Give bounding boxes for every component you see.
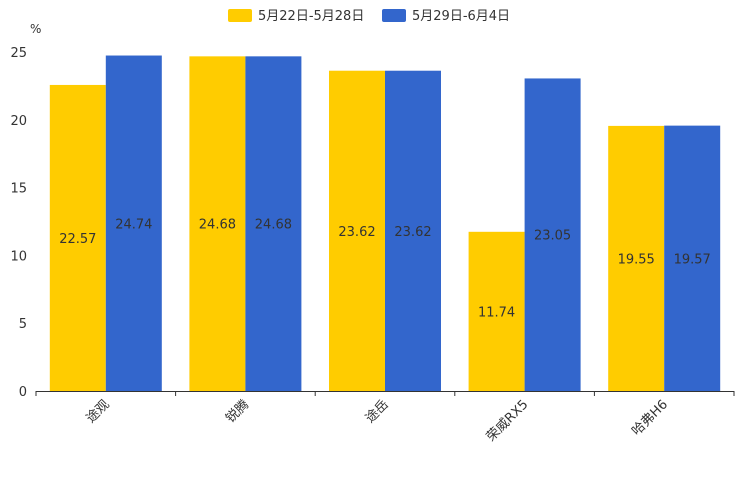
data-label: 11.74 [478,305,515,320]
x-category-label: 荣威RX5 [484,397,532,445]
bar-哈弗H6-series-2[interactable] [664,125,721,391]
y-tick-label: 0 [19,385,27,400]
x-category-label: 途观 [83,397,113,427]
bar-途观-series-1[interactable] [49,84,106,391]
x-axis: 途观 锐腾 途岳 荣威RX5 哈弗H6 [35,391,735,445]
bar-荣威RX5-series-1[interactable] [468,231,525,391]
bar-锐腾-series-1[interactable] [189,56,246,391]
bar-荣威RX5-series-2[interactable] [524,78,581,391]
legend-label-series-1: 5月22日-5月28日 [258,9,364,24]
x-category-label: 锐腾 [223,397,253,427]
y-tick-label: 5 [19,317,27,332]
bar-锐腾-series-2[interactable] [245,56,302,391]
data-label: 22.57 [59,232,96,247]
legend-label-series-2: 5月29日-6月4日 [412,9,510,24]
data-label: 19.57 [674,252,711,267]
data-label: 23.05 [534,229,571,244]
y-tick-label: 10 [10,249,27,264]
bar-途岳-series-1[interactable] [329,70,385,391]
data-label: 24.68 [199,218,236,233]
bar-途观-series-2[interactable] [105,55,162,391]
x-category-label: 途岳 [362,397,392,427]
y-tick-label: 20 [10,114,27,129]
x-category-label: 哈弗H6 [629,397,671,439]
y-axis-unit: % [30,22,41,36]
data-label: 19.55 [618,252,655,267]
data-label: 23.62 [338,225,375,240]
bar-途岳-series-2[interactable] [385,70,441,391]
y-tick-label: 25 [10,46,27,61]
y-axis: 0 5 10 15 20 25 [10,46,27,400]
legend-swatch-series-2 [382,9,406,22]
bar-哈弗H6-series-1[interactable] [608,125,665,391]
data-label: 24.68 [255,218,292,233]
bars-group [49,55,721,391]
y-tick-label: 15 [10,182,27,197]
data-label: 23.62 [394,225,431,240]
legend: 5月22日-5月28日 5月29日-6月4日 [228,9,510,24]
data-label: 24.74 [115,217,152,232]
data-labels-group: 22.57 24.74 24.68 24.68 23.62 23.62 11.74 23.05… [59,217,711,320]
legend-swatch-series-1 [228,9,252,22]
